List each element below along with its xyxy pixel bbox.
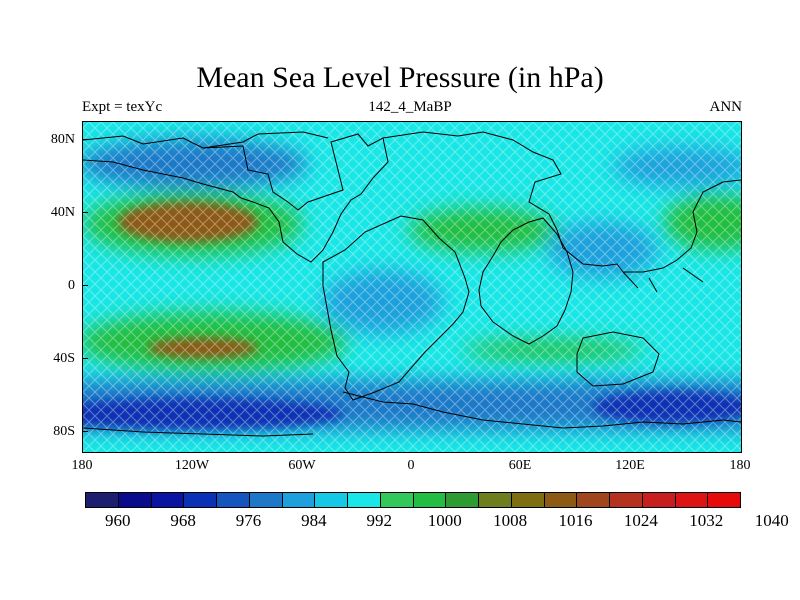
colorbar-box (86, 493, 119, 507)
lon-label-180e: 180 (729, 458, 751, 473)
lat-tick-eq (82, 285, 88, 286)
colorbar-label: 1016 (558, 511, 593, 530)
colorbar-box (413, 493, 447, 507)
lat-tick-80s (82, 431, 88, 432)
colorbar-box (544, 493, 578, 507)
colorbar-box (151, 493, 185, 507)
colorbar-box (610, 493, 643, 507)
africa-coast (478, 217, 574, 345)
colorbar-box (282, 493, 316, 507)
colorbar-label: 1040 (754, 511, 789, 530)
colorbar-box (446, 493, 479, 507)
lat-label-40s: 40S (53, 351, 75, 366)
colorbar-label: 968 (170, 511, 196, 530)
season-label: ANN (709, 99, 743, 115)
colorbar-label: 1008 (493, 511, 528, 530)
lat-label-80n: 80N (50, 132, 75, 147)
colorbar-label: 1024 (623, 511, 658, 530)
colorbar-box (511, 493, 545, 507)
pressure-field (83, 122, 741, 452)
colorbar-box (217, 493, 250, 507)
eurasia-africa-coast (457, 131, 741, 293)
lat-tick-80n (82, 139, 88, 140)
lat-tick-40n (82, 212, 88, 213)
lat-label-80s: 80S (53, 424, 75, 439)
pressure-map (82, 121, 742, 453)
hatch-overlay (83, 122, 741, 452)
map-title: Mean Sea Level Pressure (in hPa) (196, 61, 604, 94)
lon-label-60w: 60W (288, 458, 316, 473)
north-america-coast (83, 133, 389, 263)
colorbar-label: 1032 (689, 511, 724, 530)
colorbar-box (380, 493, 414, 507)
experiment-label: Expt = texYc (82, 99, 163, 115)
coastlines (83, 131, 741, 437)
colorbar-box (315, 493, 348, 507)
colorbar-label: 976 (235, 511, 262, 530)
colorbar-box (479, 493, 512, 507)
colorbar-box (708, 493, 740, 507)
lon-label-60e: 60E (508, 458, 532, 473)
colorbar-box (118, 493, 152, 507)
lon-label-180w: 180 (71, 458, 93, 473)
colorbar-box (675, 493, 709, 507)
colorbar (85, 492, 741, 508)
lon-label-120w: 120W (174, 458, 210, 473)
colorbar-box (348, 493, 381, 507)
lat-label-40n: 40N (50, 205, 75, 220)
colorbar-box (642, 493, 676, 507)
colorbar-box (249, 493, 283, 507)
colorbar-box (184, 493, 217, 507)
colorbar-label: 992 (366, 511, 393, 530)
lat-label-eq: 0 (68, 278, 75, 293)
colorbar-label: 984 (301, 511, 327, 530)
lon-label-0: 0 (407, 458, 415, 473)
colorbar-label: 1000 (427, 511, 462, 530)
south-america-coast (322, 215, 470, 401)
arctic-islands-coast (202, 131, 459, 149)
lat-tick-40s (82, 358, 88, 359)
age-label: 142_4_MaBP (368, 99, 452, 115)
australia-antarctic-coast (83, 331, 741, 437)
colorbar-label: 960 (104, 511, 131, 530)
colorbar-box (577, 493, 610, 507)
lon-label-120e: 120E (615, 458, 645, 473)
